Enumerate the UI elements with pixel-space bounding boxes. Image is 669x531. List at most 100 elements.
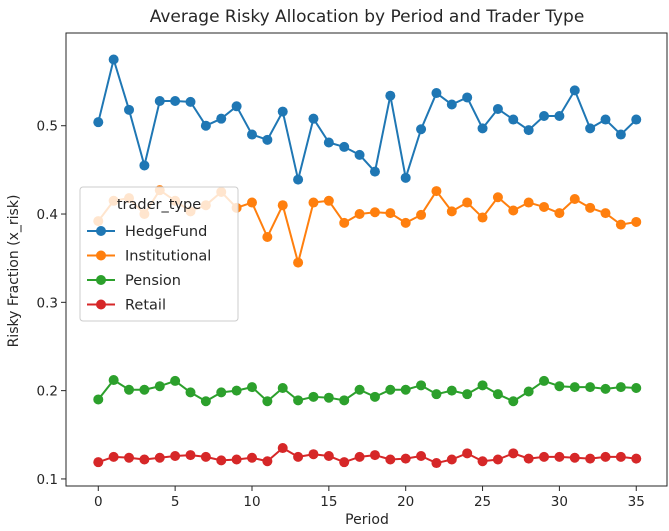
data-point-institutional — [462, 197, 473, 208]
legend-label-retail: Retail — [125, 298, 166, 314]
data-point-institutional — [277, 200, 288, 211]
data-point-retail — [231, 454, 242, 465]
data-point-retail — [293, 451, 304, 462]
data-point-pension — [277, 382, 288, 393]
data-point-hedgefund — [523, 125, 534, 136]
data-point-hedgefund — [216, 113, 227, 124]
data-point-pension — [600, 383, 611, 394]
data-point-institutional — [369, 207, 380, 218]
data-point-retail — [277, 443, 288, 454]
data-point-pension — [400, 384, 411, 395]
data-point-institutional — [262, 231, 273, 242]
data-point-retail — [539, 451, 550, 462]
y-tick-label: 0.5 — [37, 119, 58, 135]
data-point-hedgefund — [539, 111, 550, 122]
data-point-pension — [631, 382, 642, 393]
data-point-institutional — [631, 216, 642, 227]
data-point-pension — [124, 384, 135, 395]
data-point-retail — [492, 454, 503, 465]
data-point-pension — [492, 389, 503, 400]
data-point-pension — [108, 375, 119, 386]
data-point-hedgefund — [508, 114, 519, 125]
x-tick-label: 20 — [397, 494, 414, 510]
data-point-pension — [508, 396, 519, 407]
data-point-pension — [446, 385, 457, 396]
data-point-pension — [585, 382, 596, 393]
data-point-retail — [354, 451, 365, 462]
data-point-pension — [170, 375, 181, 386]
data-point-hedgefund — [231, 101, 242, 112]
data-point-hedgefund — [554, 111, 565, 122]
data-point-hedgefund — [385, 90, 396, 101]
data-point-institutional — [308, 197, 319, 208]
data-point-pension — [615, 382, 626, 393]
data-point-institutional — [508, 205, 519, 216]
data-point-pension — [477, 380, 488, 391]
data-point-institutional — [416, 209, 427, 220]
data-point-hedgefund — [492, 103, 503, 114]
data-point-hedgefund — [431, 88, 442, 99]
data-point-retail — [446, 454, 457, 465]
data-point-retail — [323, 450, 334, 461]
data-point-retail — [385, 454, 396, 465]
data-point-hedgefund — [323, 137, 334, 148]
data-point-pension — [385, 384, 396, 395]
data-point-pension — [354, 384, 365, 395]
data-point-institutional — [554, 208, 565, 219]
data-point-pension — [231, 385, 242, 396]
data-point-institutional — [539, 201, 550, 212]
data-point-pension — [323, 392, 334, 403]
data-point-pension — [569, 382, 580, 393]
data-point-retail — [600, 451, 611, 462]
series-line-hedgefund — [97, 58, 637, 181]
data-point-retail — [615, 451, 626, 462]
data-point-hedgefund — [200, 120, 211, 131]
data-point-pension — [93, 394, 104, 405]
x-tick-label: 25 — [474, 494, 491, 510]
series-hedgefund — [93, 54, 642, 185]
data-point-retail — [93, 457, 104, 468]
data-point-hedgefund — [462, 92, 473, 103]
data-point-retail — [200, 451, 211, 462]
data-point-institutional — [492, 192, 503, 203]
data-point-hedgefund — [277, 106, 288, 117]
data-point-retail — [631, 453, 642, 464]
chart-title: Average Risky Allocation by Period and T… — [150, 7, 585, 27]
x-tick-label: 30 — [551, 494, 568, 510]
data-point-pension — [246, 382, 257, 393]
data-point-institutional — [523, 197, 534, 208]
data-point-hedgefund — [585, 123, 596, 134]
x-tick-label: 5 — [171, 494, 180, 510]
data-point-hedgefund — [93, 117, 104, 128]
data-point-pension — [308, 391, 319, 402]
data-point-hedgefund — [600, 114, 611, 125]
data-point-hedgefund — [293, 174, 304, 185]
plot-area: 0 5 10 15 20 25 30 35 0.1 0.2 0.3 0.4 0.5 — [37, 32, 668, 510]
data-point-retail — [585, 453, 596, 464]
legend-marker-retail — [96, 299, 106, 310]
legend-marker-hedgefund — [96, 226, 106, 236]
data-point-pension — [200, 396, 211, 407]
data-point-pension — [216, 387, 227, 398]
data-point-hedgefund — [631, 114, 642, 125]
data-point-hedgefund — [477, 123, 488, 134]
data-point-institutional — [600, 208, 611, 219]
data-point-institutional — [585, 202, 596, 213]
data-point-institutional — [615, 219, 626, 230]
data-point-pension — [185, 387, 196, 398]
data-point-retail — [554, 451, 565, 462]
data-point-hedgefund — [400, 172, 411, 183]
legend-marker-pension — [96, 275, 106, 285]
data-point-retail — [246, 452, 257, 463]
x-tick-label: 15 — [320, 494, 337, 510]
data-point-retail — [462, 448, 473, 459]
data-point-institutional — [354, 209, 365, 220]
series-retail — [93, 443, 642, 469]
data-point-retail — [124, 452, 135, 463]
y-tick-label: 0.3 — [37, 295, 58, 311]
data-point-institutional — [446, 206, 457, 217]
data-point-retail — [523, 453, 534, 464]
legend-label-pension: Pension — [125, 273, 181, 289]
data-point-pension — [416, 380, 427, 391]
legend-marker-institutional — [96, 250, 106, 261]
